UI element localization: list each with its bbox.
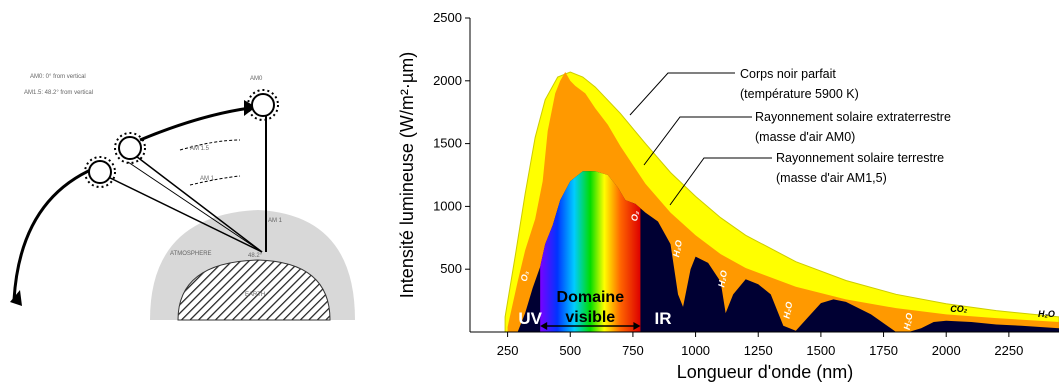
diagram-caption-line1: AM0: 0° from vertical [30, 74, 86, 80]
dashed-arc-2 [189, 175, 241, 186]
labels-layer: UV IR Domaine visible O₃ O₂ H₂O H₂O H₂O H₂O CO₂ H₂O [518, 209, 1055, 330]
arrow-left-icon [540, 322, 548, 330]
am1-path [127, 161, 263, 253]
earth-hatched [177, 259, 331, 321]
band-label-uv: UV [518, 309, 542, 328]
x-axis-title: Longueur d'onde (nm) [677, 362, 854, 382]
x-tick-label: 1750 [869, 343, 898, 358]
arrow-right-icon [633, 322, 641, 330]
sun-arc-left [12, 166, 96, 301]
series-am15-area [517, 171, 1059, 332]
diagram-earth-label: EARTH [245, 292, 265, 298]
y-tick-label: 1500 [433, 136, 462, 151]
band-label-ir: IR [654, 309, 671, 328]
sun-icon [114, 132, 146, 164]
x-tick-label: 750 [622, 343, 644, 358]
diagram-am-label-1: AM 1.5 [190, 146, 210, 152]
dashed-arc-1 [179, 139, 241, 151]
visible-spectrum-band [540, 171, 641, 332]
x-tick-label: 2000 [932, 343, 961, 358]
legend-blackbody-line2: (température 5900 K) [740, 87, 859, 101]
arrow-head-top-icon [244, 100, 256, 116]
y-axis-title: Intensité lumineuse (W/m²·µm) [397, 52, 417, 298]
am15-path-1 [127, 149, 263, 253]
x-tick-label: 2250 [994, 343, 1023, 358]
y-tick-label: 2000 [433, 73, 462, 88]
legend-am15-line2: (masse d'air AM1,5) [776, 171, 887, 185]
legend-am0-line1: Rayonnement solaire extraterrestre [755, 110, 951, 124]
legend-am0-line2: (masse d'air AM0) [755, 130, 855, 144]
absorption-label: H₂O [1038, 309, 1055, 319]
absorption-label: CO₂ [950, 304, 968, 314]
visible-domain-label-line2: visible [565, 309, 615, 326]
absorption-label: O₂ [629, 209, 641, 222]
x-tick-label: 250 [497, 343, 519, 358]
diagram-atmosphere-label: ATMOSPHERE [170, 251, 212, 257]
sun-arc-top [139, 106, 251, 142]
absorption-label: H₂O [671, 239, 684, 257]
y-tick-label: 500 [440, 261, 462, 276]
visible-domain-label-line1: Domaine [557, 289, 625, 306]
legend-am15-line1: Rayonnement solaire terrestre [776, 151, 944, 165]
diagram-caption-line2: AM1.5: 48.2° from vertical [24, 90, 93, 96]
y-tick-label: 1000 [433, 198, 462, 213]
x-tick-label: 1500 [806, 343, 835, 358]
diagram-angle-label: 48.2° [248, 253, 263, 259]
sun-icon [84, 156, 116, 188]
absorption-label: H₂O [716, 270, 729, 288]
y-tick-label: 2500 [433, 10, 462, 25]
sun-icon [247, 89, 279, 121]
leader-line-am15 [669, 157, 772, 206]
leader-line-am0 [643, 116, 752, 166]
series-layer [504, 71, 1059, 332]
diagram-am0-label: AM0 [250, 76, 263, 82]
air-mass-diagram: AM0: 0° from vertical AM1.5: 48.2° from … [10, 74, 355, 321]
absorption-label: H₂O [902, 312, 915, 330]
am15-path-2 [101, 173, 263, 253]
ticks-layer: 250 500 750 1000 1250 1500 1750 2000 2250 500 1000… [433, 10, 1023, 358]
absorption-label: H₂O [781, 301, 794, 319]
arrow-head-left-icon [10, 290, 22, 306]
x-tick-label: 1250 [744, 343, 773, 358]
x-tick-label: 500 [559, 343, 581, 358]
absorption-label: O₃ [519, 270, 531, 283]
legend-blackbody-line1: Corps noir parfait [740, 67, 836, 81]
x-tick-label: 1000 [681, 343, 710, 358]
leader-line-blackbody [629, 72, 735, 116]
diagram-am-label-2: AM 1 [200, 176, 215, 182]
diagram-am-label-3: AM 1 [268, 218, 283, 224]
